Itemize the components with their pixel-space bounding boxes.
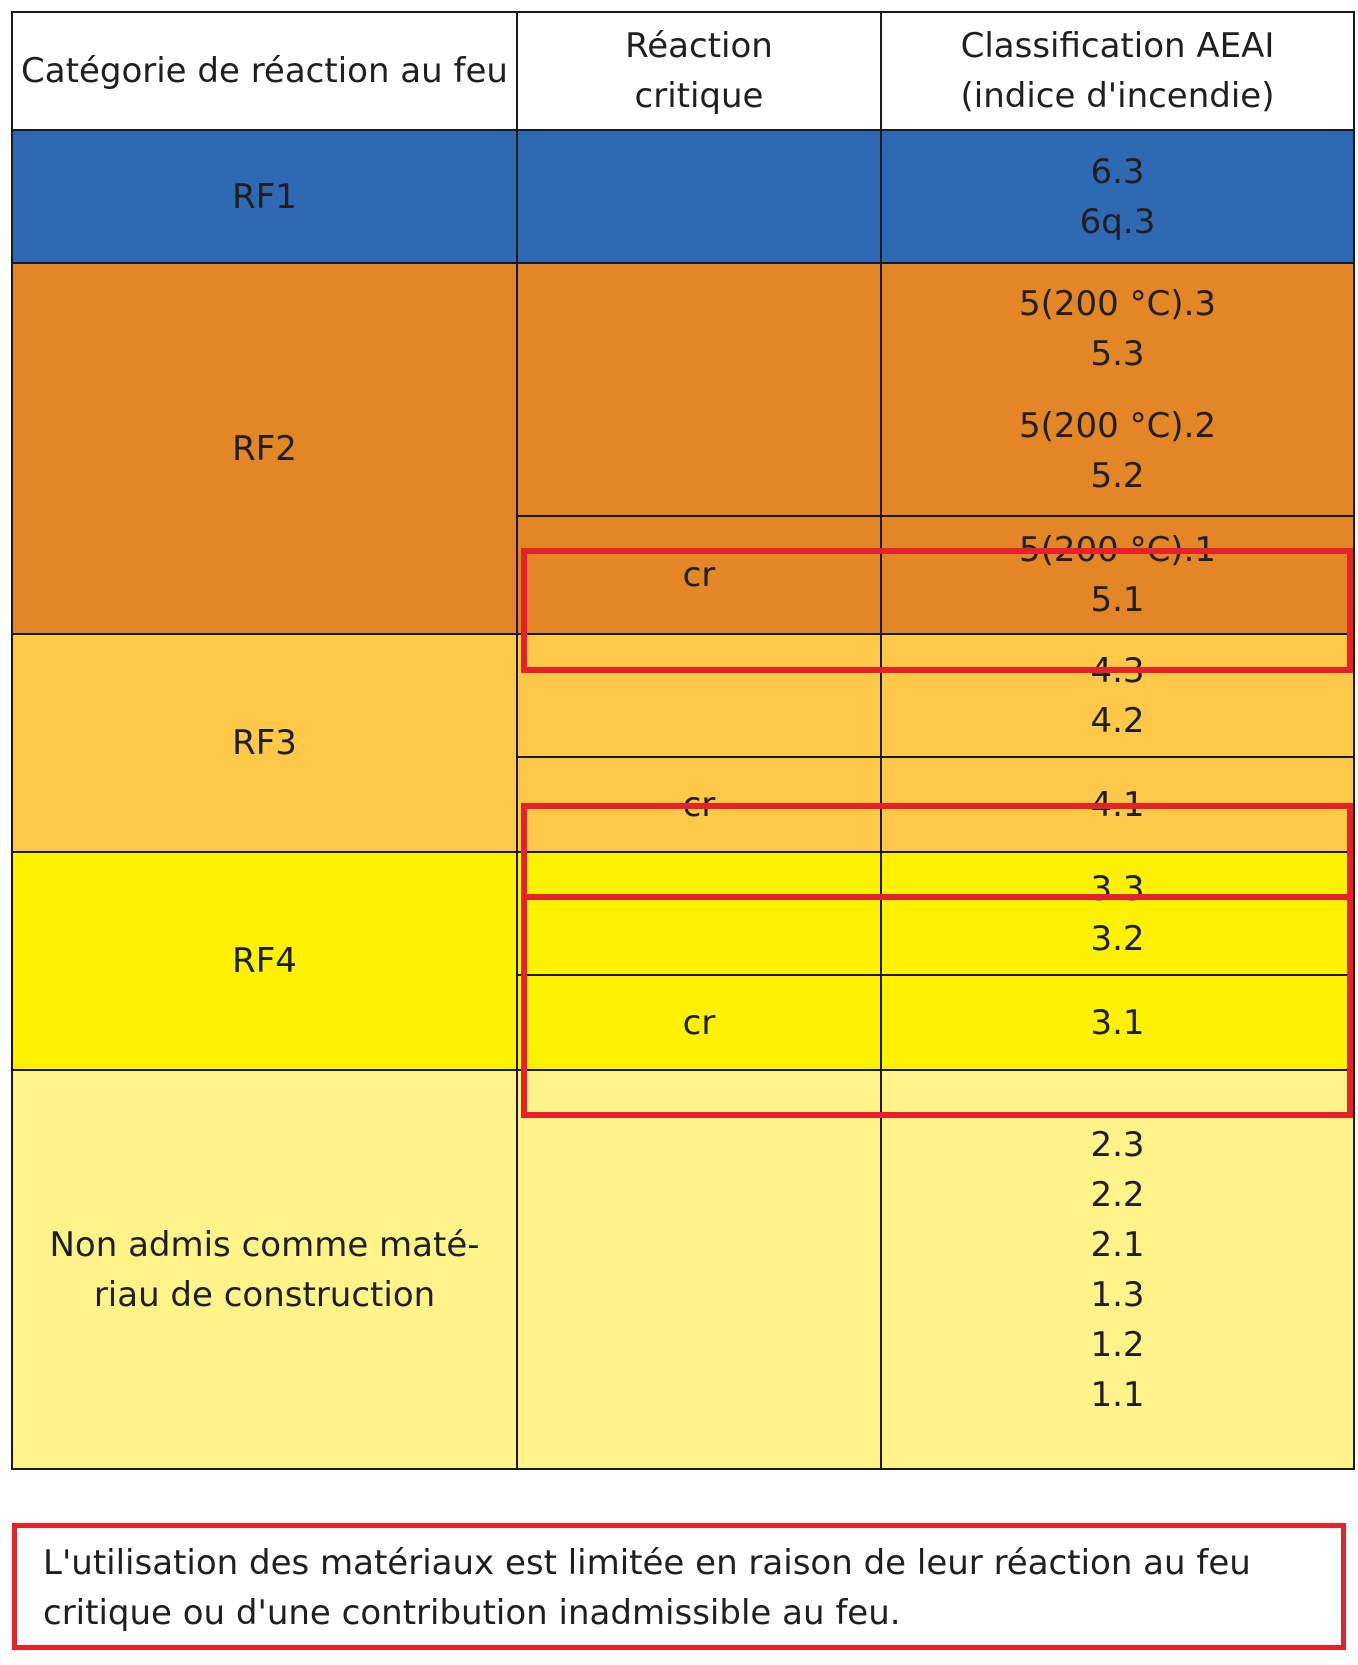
classification-value: 4.2	[1090, 700, 1145, 741]
header-category-label: Catégorie de réaction au feu	[21, 51, 508, 91]
classification-value: 2.1	[1090, 1224, 1145, 1265]
classification-value: 1.1	[1090, 1374, 1145, 1415]
category-rf4: RF4	[13, 853, 516, 1069]
column-divider-1	[516, 11, 518, 1470]
classification-value: 5(200 °C).2	[1018, 405, 1217, 446]
classification-rf4-upper: 3.3 3.2	[882, 853, 1353, 974]
row-divider-rf1	[11, 262, 1355, 264]
subrow-divider-rf4	[516, 974, 1355, 976]
classification-rf2-upper: 5(200 °C).3 5.3 5(200 °C).2 5.2	[882, 264, 1353, 515]
category-non-admis: Non admis comme maté- riau de constructi…	[13, 1071, 516, 1468]
note-line2: critique ou d'une contribution inadmissi…	[43, 1593, 901, 1633]
header-critical-reaction: Réaction critique	[518, 13, 880, 129]
critical-label: cr	[682, 1002, 716, 1043]
subrow-divider-rf2	[516, 515, 1355, 517]
band-rf2	[11, 263, 1355, 634]
category-rf1: RF1	[13, 131, 516, 262]
band-rf1	[11, 130, 1355, 263]
restricted-highlight-rf2	[521, 548, 1353, 673]
category-rf4-label: RF4	[232, 941, 297, 981]
table-border-top	[11, 11, 1355, 13]
band-rf4	[11, 852, 1355, 1070]
critical-rf4: cr	[518, 976, 880, 1069]
restricted-highlight-rf3	[521, 803, 1353, 900]
header-classification: Classification AEAI (indice d'incendie)	[882, 13, 1353, 129]
classification-value: 5.3	[1090, 333, 1145, 374]
fire-reaction-table: Catégorie de réaction au feu Réaction cr…	[11, 11, 1355, 1470]
restriction-note: L'utilisation des matériaux est limitée …	[12, 1523, 1346, 1650]
classification-value: 3.1	[1090, 1002, 1145, 1043]
subrow-divider-rf3	[516, 756, 1355, 758]
header-category: Catégorie de réaction au feu	[13, 13, 516, 129]
header-classification-line2: (indice d'incendie)	[960, 76, 1275, 116]
category-non-admis-line2: riau de construction	[93, 1274, 436, 1315]
classification-value: 2.2	[1090, 1174, 1145, 1215]
header-classification-line1: Classification AEAI	[960, 26, 1275, 66]
classification-value: 2.3	[1090, 1124, 1145, 1165]
category-rf2: RF2	[13, 264, 516, 633]
classification-value: 1.3	[1090, 1274, 1145, 1315]
row-divider-rf3	[11, 851, 1355, 853]
category-rf1-label: RF1	[232, 176, 297, 217]
classification-value: 3.2	[1090, 918, 1145, 959]
classification-value: 5.2	[1090, 455, 1145, 496]
classification-non-admis: 2.3 2.2 2.1 1.3 1.2 1.1	[882, 1071, 1353, 1468]
classification-value: 5.1	[1090, 580, 1145, 620]
classification-value: 1.2	[1090, 1324, 1145, 1365]
restricted-highlight-rf4	[521, 894, 1353, 1118]
classification-value: 5(200 °C).3	[1018, 283, 1217, 324]
classification-rf1: 6.3 6q.3	[882, 131, 1353, 262]
table-border-right	[1353, 11, 1355, 1470]
table-border-left	[11, 11, 13, 1470]
classification-value: 6q.3	[1079, 201, 1156, 242]
row-divider-header	[11, 129, 1355, 131]
header-critical-line1: Réaction	[625, 26, 773, 66]
classification-value: 6.3	[1090, 151, 1145, 192]
row-divider-rf2	[11, 633, 1355, 635]
header-critical-line2: critique	[634, 76, 764, 116]
band-non-admis	[11, 1070, 1355, 1470]
critical-label: cr	[682, 555, 716, 595]
table-border-bottom	[11, 1468, 1355, 1470]
note-line1: L'utilisation des matériaux est limitée …	[43, 1543, 1251, 1583]
column-divider-2	[880, 11, 882, 1470]
category-rf3-label: RF3	[232, 723, 297, 763]
classification-value: 3.3	[1090, 868, 1145, 909]
classification-rf4-critical: 3.1	[882, 976, 1353, 1069]
category-rf3: RF3	[13, 635, 516, 851]
row-divider-rf4	[11, 1069, 1355, 1071]
critical-rf2: cr	[518, 517, 880, 633]
category-rf2-label: RF2	[232, 428, 297, 469]
category-non-admis-line1: Non admis comme maté-	[49, 1224, 480, 1265]
